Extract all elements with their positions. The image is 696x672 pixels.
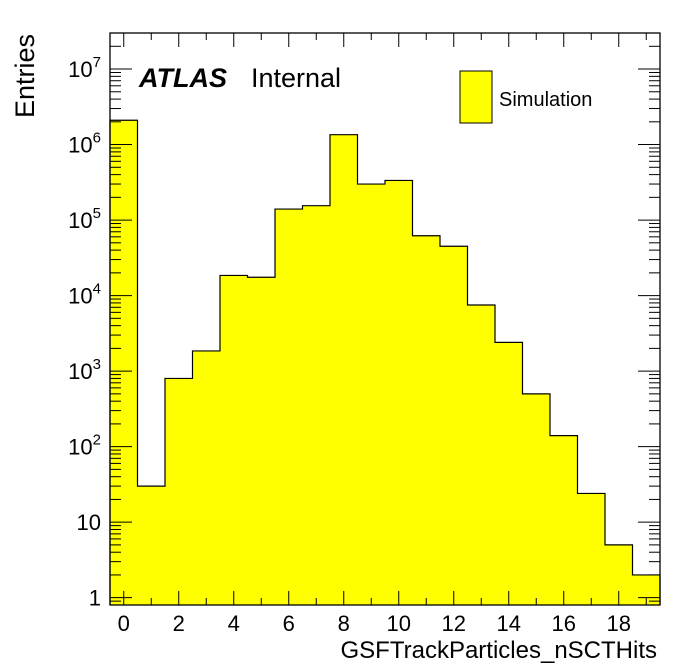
x-tick-label: 4 [228, 611, 240, 636]
x-tick-label: 12 [442, 611, 466, 636]
x-axis-ticks: 0 2 4 6 8 10 12 14 16 18 [118, 33, 647, 636]
y-tick-exponent: 3 [93, 356, 101, 373]
legend: Simulation [459, 70, 592, 124]
y-axis-ticks: 1 10 102 103 104 105 106 107 [68, 32, 660, 611]
y-tick-exponent: 2 [93, 432, 101, 449]
histogram-bars [109, 119, 661, 606]
histogram-bar-1 [137, 486, 165, 605]
histogram-bar-10 [385, 180, 413, 606]
y-tick-label: 106 [68, 130, 101, 158]
histogram-outline [109, 119, 661, 605]
x-tick-label: 2 [173, 611, 185, 636]
histogram-bar-15 [522, 393, 550, 605]
histogram-bar-4 [220, 275, 248, 605]
internal-label: Internal [251, 63, 341, 93]
y-tick-label: 103 [68, 356, 101, 384]
y-tick-exponent: 5 [93, 205, 101, 222]
legend-swatch [459, 70, 493, 124]
histogram-bar-9 [357, 184, 385, 605]
histogram-bar-7 [302, 205, 330, 605]
histogram-bar-6 [275, 209, 303, 605]
y-tick-exponent: 6 [93, 130, 101, 147]
y-tick-label: 1 [89, 586, 101, 611]
x-tick-label: 14 [497, 611, 521, 636]
x-tick-label: 16 [552, 611, 576, 636]
histogram-bar-14 [495, 342, 523, 605]
histogram-bar-12 [440, 246, 468, 605]
histogram-bar-13 [467, 305, 495, 605]
x-tick-label: 10 [387, 611, 411, 636]
legend-entry-simulation: Simulation [499, 89, 592, 111]
plot-frame [109, 32, 661, 606]
y-tick-exponent: 7 [93, 54, 101, 71]
histogram-bar-17 [577, 493, 605, 605]
histogram-bar-3 [192, 350, 220, 605]
y-tick-exponent: 4 [93, 281, 101, 298]
x-tick-label: 8 [338, 611, 350, 636]
y-tick-label: 10 [77, 510, 101, 535]
histogram-bar-5 [247, 277, 275, 605]
y-tick-label: 107 [68, 54, 101, 82]
x-axis-label: GSFTrackParticles_nSCTHits [341, 637, 658, 664]
histogram-bar-0 [110, 120, 138, 605]
histogram-bar-11 [412, 235, 440, 605]
y-tick-label: 104 [68, 281, 101, 309]
x-tick-label: 18 [607, 611, 631, 636]
atlas-label: ATLAS [138, 63, 227, 93]
x-tick-label: 0 [118, 611, 130, 636]
y-axis-label: Entries [10, 34, 40, 118]
y-tick-label: 105 [68, 205, 101, 233]
histogram-bar-2 [165, 378, 193, 605]
histogram-bar-8 [330, 134, 358, 606]
x-tick-label: 6 [283, 611, 295, 636]
y-tick-label: 102 [68, 432, 101, 460]
histogram-bar-16 [550, 435, 578, 605]
